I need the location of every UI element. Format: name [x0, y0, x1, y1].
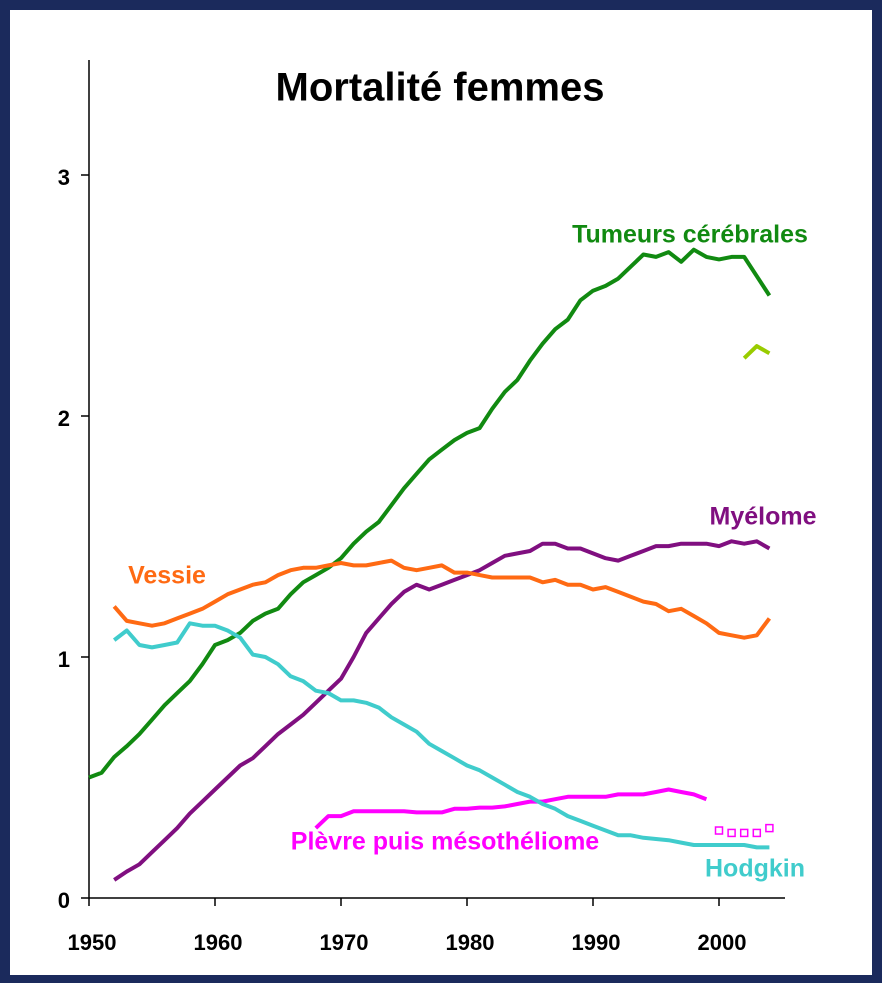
series-label: Myélome [710, 503, 817, 531]
x-tick-label: 1970 [320, 930, 369, 955]
x-tick-label: 2000 [698, 930, 747, 955]
x-tick-label: 1990 [572, 930, 621, 955]
x-tick-label: 1980 [446, 930, 495, 955]
marker [752, 828, 762, 838]
y-tick-label: 0 [58, 888, 70, 913]
series-line [112, 558, 772, 640]
chart-title: Mortalité femmes [276, 66, 605, 110]
series-label: Vessie [128, 562, 206, 590]
x-tick-label: 1950 [68, 930, 117, 955]
series-label: Hodgkin [705, 855, 805, 883]
series-line [314, 787, 708, 830]
marker [727, 828, 736, 838]
marker [739, 828, 749, 838]
marker [714, 826, 724, 835]
series-label: Tumeurs cérébrales [572, 221, 808, 249]
series-line [113, 539, 771, 882]
x-tick-label: 1960 [194, 930, 243, 955]
series-line [742, 344, 771, 360]
y-tick-label: 3 [58, 165, 70, 190]
marker [765, 823, 774, 833]
y-tick-label: 2 [58, 406, 70, 431]
series-line [112, 621, 770, 850]
y-tick-label: 1 [58, 647, 70, 672]
series-line [88, 247, 772, 780]
series-label: Plèvre puis mésothéliome [291, 828, 600, 856]
